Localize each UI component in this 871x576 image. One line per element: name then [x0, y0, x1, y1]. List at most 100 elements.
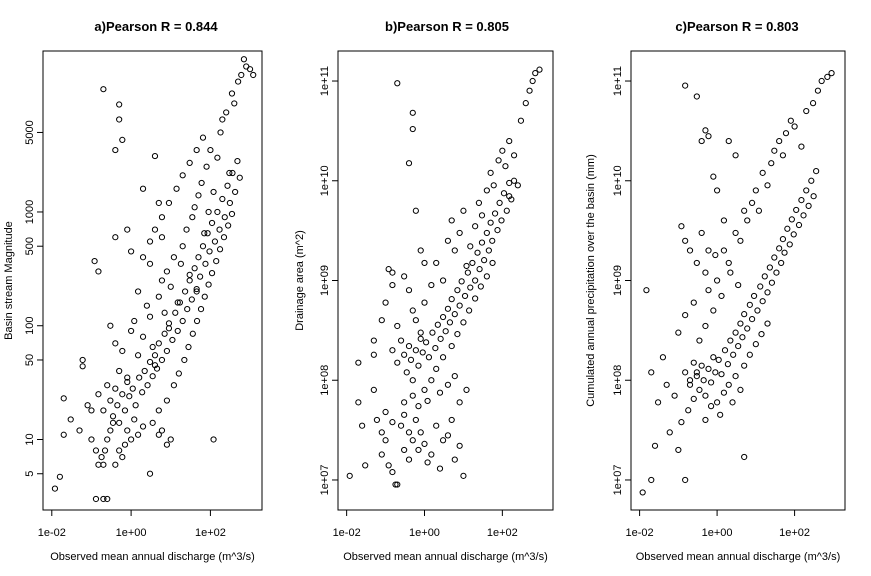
- plot-c-data-point: [686, 247, 694, 254]
- plot-a-data-point: [181, 356, 188, 364]
- plot-a-data-point: [67, 416, 74, 423]
- plot-c-data-point: [693, 369, 700, 376]
- plot-a-data-point: [225, 222, 232, 229]
- plot-c-y-axis-label: Cumulated annual precipitation over the …: [585, 154, 597, 407]
- plot-a-data-point: [246, 66, 254, 73]
- plot-c-data-point: [768, 160, 775, 167]
- plot-b-data-point: [370, 337, 377, 344]
- plot-c-data-point: [725, 137, 732, 145]
- plot-c-data-point: [744, 325, 751, 332]
- plot-b-data-point: [428, 451, 435, 458]
- plot-b-data-point: [478, 212, 486, 219]
- plot-a-data-point: [155, 199, 162, 207]
- plot-b-data-point: [483, 273, 490, 280]
- plot-b-data-point: [378, 317, 385, 324]
- plot-c-data-point: [800, 212, 807, 219]
- plot-a-data-point: [167, 283, 174, 290]
- plot-a-data-point: [234, 157, 241, 165]
- plot-b-data-point: [529, 77, 536, 85]
- plot-c-data-point: [784, 225, 791, 232]
- plot-b-data-point: [401, 399, 408, 406]
- plot-c-data-point: [798, 143, 805, 150]
- plot-a-data-point: [158, 214, 166, 221]
- plot-a-data-point: [158, 427, 166, 434]
- plot-b-data-point: [394, 481, 401, 488]
- plot-a-data-point: [228, 210, 236, 218]
- plot-b-data-point: [532, 70, 539, 77]
- plot-c-data-point: [746, 351, 753, 358]
- plot-b-data-point: [412, 347, 419, 354]
- plot-b-data-point: [467, 284, 474, 291]
- plot-a-data-point: [139, 423, 147, 430]
- plot-a-data-point: [155, 407, 162, 414]
- plot-b-data-point: [370, 386, 377, 394]
- plot-b-data-point: [401, 273, 408, 280]
- plot-b-data-point: [370, 351, 377, 358]
- plot-b-data-point: [415, 362, 422, 369]
- plot-c-data-point: [776, 137, 783, 145]
- plot-c-data-point: [795, 221, 803, 229]
- plot-c-data-point: [814, 87, 822, 94]
- plot-b-data-point: [444, 305, 452, 312]
- plot-c-data-point: [808, 177, 815, 184]
- plot-a-data-point: [179, 317, 186, 325]
- plot-a-data-point: [88, 436, 95, 443]
- plot-c-data-point: [713, 187, 721, 194]
- plot-c-data-point: [759, 169, 766, 176]
- plot-c-data-point: [818, 77, 825, 85]
- plot-a-data-point: [202, 260, 209, 267]
- plot-b-data-point: [397, 337, 405, 344]
- plot-b-data-point: [526, 87, 533, 94]
- plot-a-data-point: [51, 485, 59, 492]
- plot-a-x-tick-label: 1e+00: [116, 527, 147, 539]
- plot-a-data-point: [131, 317, 138, 325]
- plot-b-y-tick-label: 1e+10: [319, 165, 331, 196]
- plot-a-data-point: [155, 293, 162, 300]
- plot-a-data-point: [151, 152, 159, 160]
- plot-c-data-point: [702, 322, 709, 330]
- plot-b-data-point: [385, 266, 392, 273]
- plot-b-data-point: [407, 356, 415, 363]
- plot-b-data-point: [487, 219, 494, 226]
- plot-b-title: b)Pearson R = 0.805: [385, 19, 509, 34]
- plot-b-data-point: [425, 354, 433, 361]
- plot-b-data-point: [500, 190, 508, 197]
- plot-c-data-point: [666, 429, 673, 436]
- plot-c-data-point: [713, 277, 721, 284]
- plot-c-data-point: [720, 247, 728, 254]
- plot-a-data-point: [236, 174, 243, 181]
- plot-b-data-point: [456, 399, 463, 406]
- plot-a-data-point: [79, 356, 86, 364]
- plot-a-data-point: [134, 288, 142, 295]
- plot-b-data-point: [405, 160, 413, 167]
- plot-a-data-point: [124, 226, 131, 233]
- plot-c-data-point: [682, 82, 689, 89]
- plot-b-data-point: [432, 345, 439, 352]
- plot-b-data-point: [389, 419, 396, 426]
- plot-c-title: c)Pearson R = 0.803: [675, 19, 798, 34]
- plot-b-data-point: [382, 299, 389, 306]
- plot-b-data-point: [433, 422, 440, 429]
- plot-c-data-point: [779, 152, 787, 159]
- plot-c-data-point: [748, 199, 756, 206]
- plot-b-y-tick-label: 1e+11: [319, 66, 331, 96]
- plot-c-data-point: [710, 354, 717, 361]
- plot-a-data-point: [151, 352, 159, 359]
- plot-b-data-point: [362, 462, 369, 469]
- plot-b-data-point: [405, 429, 413, 436]
- plot-a-data-point: [208, 270, 216, 277]
- plot-a-data-point: [101, 447, 109, 454]
- plot-a-data-point: [197, 306, 205, 313]
- plot-a-data-point: [56, 473, 63, 480]
- plot-c-data-point: [778, 259, 785, 267]
- plot-a-data-point: [124, 378, 131, 386]
- plot-b-data-point: [409, 125, 416, 133]
- plot-b-data-point: [499, 147, 506, 154]
- plot-b-data-point: [346, 472, 353, 479]
- plot-c-data-point: [721, 347, 729, 354]
- plot-a-data-point: [109, 419, 117, 426]
- plot-b-data-point: [401, 351, 408, 358]
- plot-b-data-point: [469, 259, 476, 267]
- plot-b-data-point: [424, 459, 431, 466]
- plot-a-data-point: [158, 277, 166, 284]
